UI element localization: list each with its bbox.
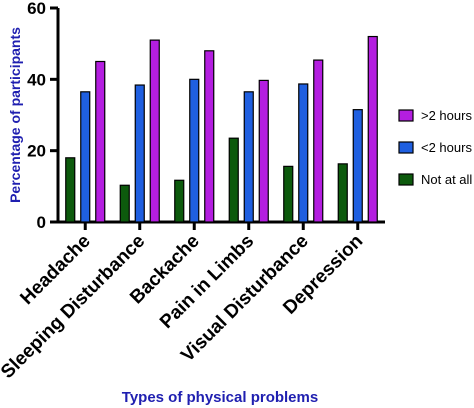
legend-swatch xyxy=(398,141,414,154)
legend-swatch xyxy=(398,109,414,122)
y-tick-label: 60 xyxy=(27,0,46,18)
bar-not-at-all-2 xyxy=(174,179,185,223)
x-axis-label: Types of physical problems xyxy=(122,389,318,406)
bar--2-hours-3 xyxy=(258,79,269,223)
bar--2-hours-4 xyxy=(313,59,324,223)
bar--2-hours-3 xyxy=(243,91,254,223)
legend-label: Not at all xyxy=(421,172,472,187)
bar--2-hours-2 xyxy=(189,78,200,223)
bar--2-hours-5 xyxy=(352,109,363,223)
y-axis-label: Percentage of participants xyxy=(7,27,23,203)
bar-not-at-all-4 xyxy=(283,165,294,223)
bar-not-at-all-0 xyxy=(65,157,76,223)
axes: 0 20 40 60 xyxy=(27,0,385,232)
legend-label: <2 hours xyxy=(421,140,472,155)
category-label: Pain in Limbs xyxy=(156,231,258,333)
bar--2-hours-1 xyxy=(134,84,145,223)
legend-swatch xyxy=(398,173,414,186)
bar-not-at-all-3 xyxy=(228,137,239,223)
bars xyxy=(65,35,378,223)
bar-not-at-all-1 xyxy=(119,184,130,223)
y-tick-label: 0 xyxy=(37,213,46,232)
legend: >2 hours <2 hours Not at all xyxy=(398,108,472,187)
bar--2-hours-0 xyxy=(95,60,106,223)
bar--2-hours-1 xyxy=(149,39,160,223)
bar-not-at-all-5 xyxy=(337,163,348,223)
legend-label: >2 hours xyxy=(421,108,472,123)
bar--2-hours-0 xyxy=(80,91,91,223)
bar--2-hours-2 xyxy=(204,50,215,223)
y-tick-label: 40 xyxy=(27,70,46,89)
y-tick-label: 20 xyxy=(27,142,46,161)
bar--2-hours-4 xyxy=(298,83,309,223)
bar--2-hours-5 xyxy=(367,35,378,223)
